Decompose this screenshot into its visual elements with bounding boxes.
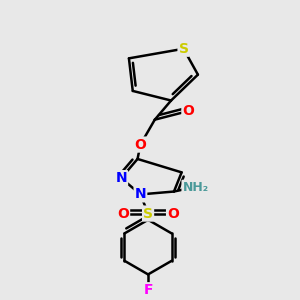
Text: F: F — [143, 283, 153, 297]
Text: NH₂: NH₂ — [182, 181, 208, 194]
Text: N: N — [135, 188, 146, 201]
Text: O: O — [182, 104, 194, 118]
Text: N: N — [116, 171, 127, 185]
Text: O: O — [167, 207, 179, 220]
Text: S: S — [143, 207, 153, 220]
Text: O: O — [117, 207, 129, 220]
Text: S: S — [178, 42, 188, 56]
Text: O: O — [134, 138, 146, 152]
